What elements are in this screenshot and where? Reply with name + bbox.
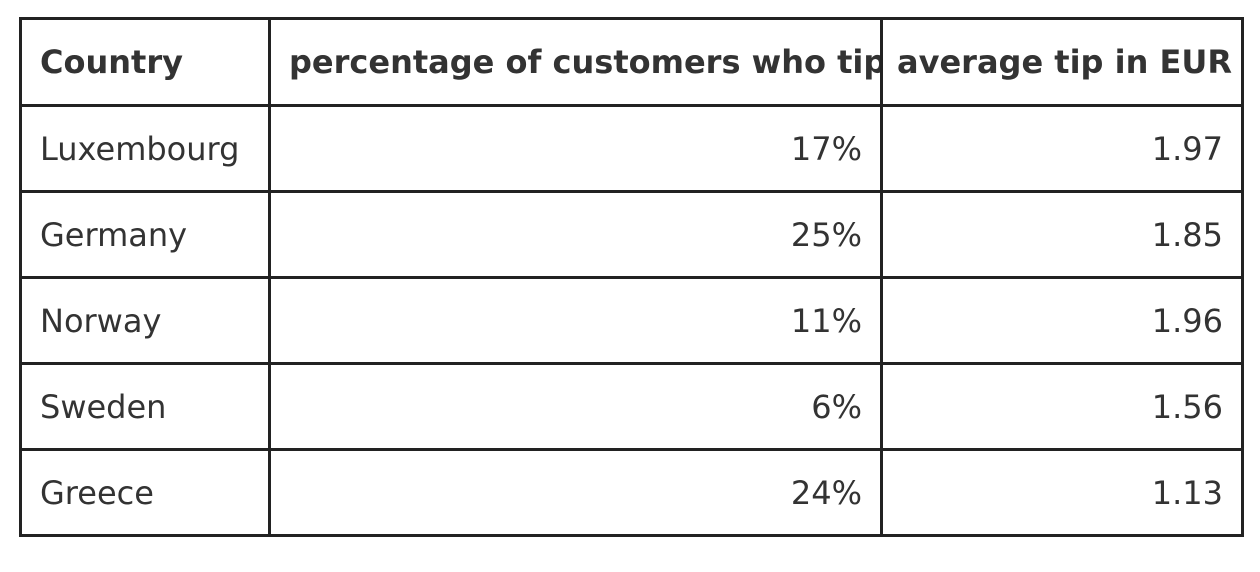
value-cell: 25% xyxy=(268,190,883,279)
data-table: Country percentage of customers who tip av… xyxy=(19,17,1244,537)
header-cell: Country xyxy=(19,17,271,107)
table-body: Luxembourg 17% 1.97 Germany 25% 1.85 Norway 11%… xyxy=(19,104,1244,537)
value-cell: 1.13 xyxy=(880,448,1244,537)
table-row: Luxembourg 17% 1.97 xyxy=(19,104,1244,193)
header-cell: percentage of customers who tip xyxy=(268,17,883,107)
table-row: Sweden 6% 1.56 xyxy=(19,362,1244,451)
value-cell: 1.96 xyxy=(880,276,1244,365)
table-row: Greece 24% 1.13 xyxy=(19,448,1244,537)
country-cell: Norway xyxy=(19,276,271,365)
table-row: Germany 25% 1.85 xyxy=(19,190,1244,279)
value-cell: 6% xyxy=(268,362,883,451)
value-cell: 1.85 xyxy=(880,190,1244,279)
value-cell: 1.56 xyxy=(880,362,1244,451)
table-header: Country percentage of customers who tip av… xyxy=(19,17,1244,107)
table-row: Norway 11% 1.96 xyxy=(19,276,1244,365)
header-cell: average tip in EUR xyxy=(880,17,1244,107)
value-cell: 17% xyxy=(268,104,883,193)
country-cell: Sweden xyxy=(19,362,271,451)
value-cell: 24% xyxy=(268,448,883,537)
value-cell: 1.97 xyxy=(880,104,1244,193)
country-cell: Luxembourg xyxy=(19,104,271,193)
value-cell: 11% xyxy=(268,276,883,365)
country-cell: Germany xyxy=(19,190,271,279)
header-row: Country percentage of customers who tip av… xyxy=(19,17,1244,107)
country-cell: Greece xyxy=(19,448,271,537)
